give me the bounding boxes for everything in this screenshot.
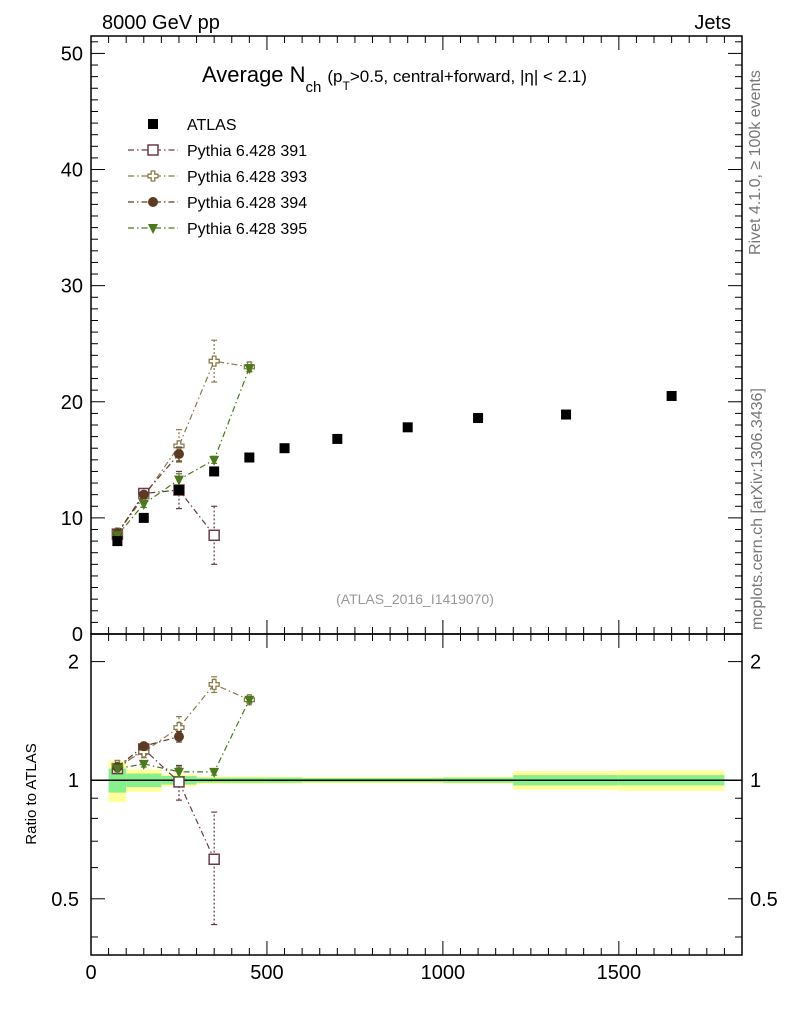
main-panel: 0 10 20 30 40 50 <box>61 35 743 646</box>
main-point-atlas <box>279 443 290 454</box>
ratio-line-pythia-6-428-394 <box>117 736 180 768</box>
ratio-point-pythia-6-428-393 <box>208 678 220 691</box>
y-tick-label: 50 <box>61 43 83 65</box>
legend-marker-pythia-6-428-393 <box>147 170 159 182</box>
main-point-pythia-6-428-395 <box>138 499 149 510</box>
title-pt-sub: T <box>343 79 351 93</box>
header-right-label: Jets <box>694 12 731 34</box>
mcplots-label: mcplots.cern.ch [arXiv:1306.3436] <box>749 388 766 630</box>
main-title: Average Nch (pT>0.5, central+forward, |η|… <box>202 62 587 96</box>
ratio-point-pythia-6-428-391 <box>208 853 220 865</box>
main-point-atlas <box>666 390 677 401</box>
rivet-label: Rivet 4.1.0, ≥ 100k events <box>747 70 764 255</box>
ratio-point-pythia-6-428-394 <box>173 731 184 742</box>
main-point-atlas <box>244 452 255 463</box>
main-line-pythia-6-428-391 <box>116 489 215 536</box>
x-tick-label: 500 <box>250 962 283 984</box>
legend: ATLAS Pythia 6.428 391 Pythia 6.428 393 Pyt… <box>128 117 307 238</box>
y-tick-label: 40 <box>61 160 83 182</box>
y-tick-label: 20 <box>61 392 83 414</box>
main-point-atlas <box>112 536 123 547</box>
main-point-pythia-6-428-395 <box>244 364 255 375</box>
x-tick-label: 1500 <box>597 962 642 984</box>
legend-label-pythia-6-428-395: Pythia 6.428 395 <box>187 221 307 238</box>
main-point-atlas <box>402 422 413 433</box>
ratio-point-pythia-6-428-395 <box>173 767 184 778</box>
ratio-line-pythia-6-428-393 <box>117 683 250 766</box>
legend-label-pythia-6-428-393: Pythia 6.428 393 <box>187 169 307 186</box>
main-point-pythia-6-428-395 <box>209 455 220 466</box>
main-point-atlas <box>473 413 484 424</box>
main-line-pythia-6-428-394 <box>116 453 180 534</box>
ratio-y-tick-label-right: 1 <box>750 770 761 792</box>
legend-marker-pythia-6-428-391 <box>147 144 159 156</box>
title-rest: >0.5, central+forward, |η| < 2.1) <box>350 67 587 86</box>
legend-marker-atlas <box>148 119 158 129</box>
ratio-point-pythia-6-428-395 <box>138 759 149 770</box>
legend-marker-pythia-6-428-394 <box>148 197 158 207</box>
ratio-ylabel: Ratio to ATLAS <box>23 743 40 844</box>
ratio-panel: 0 500 1000 1500 0.5 0.5 1 1 2 2 <box>51 633 778 984</box>
analysis-watermark: (ATLAS_2016_I1419070) <box>336 591 494 607</box>
main-point-atlas <box>332 433 343 444</box>
title-main-sub: ch <box>306 79 322 96</box>
legend-marker-pythia-6-428-395 <box>148 224 158 234</box>
ratio-point-pythia-6-428-391 <box>173 776 185 788</box>
legend-label-pythia-6-428-394: Pythia 6.428 394 <box>187 195 307 212</box>
ratio-point-pythia-6-428-394 <box>138 741 149 752</box>
main-point-atlas <box>209 466 220 477</box>
ratio-y-tick-label-right: 0.5 <box>750 889 778 911</box>
ratio-y-tick-label: 2 <box>68 652 79 674</box>
main-point-atlas <box>173 485 184 496</box>
y-tick-label: 30 <box>61 276 83 298</box>
header-left-label: 8000 GeV pp <box>102 12 220 34</box>
ratio-y-tick-label: 0.5 <box>51 889 79 911</box>
main-point-pythia-6-428-391 <box>208 529 220 542</box>
x-tick-label: 0 <box>85 962 96 984</box>
ratio-frame <box>90 633 743 956</box>
main-line-pythia-6-428-393 <box>116 360 250 534</box>
main-point-pythia-6-428-394 <box>138 489 149 500</box>
ratio-line-pythia-6-428-395 <box>117 699 250 773</box>
main-point-pythia-6-428-393 <box>208 355 220 367</box>
y-tick-label: 0 <box>72 624 83 646</box>
ratio-y-tick-label: 1 <box>68 770 79 792</box>
main-point-pythia-6-428-394 <box>173 449 184 460</box>
y-tick-label: 10 <box>61 508 83 530</box>
main-point-atlas <box>138 512 149 523</box>
main-point-pythia-6-428-395 <box>173 475 184 486</box>
title-main: Average N <box>202 62 306 87</box>
ratio-point-pythia-6-428-395 <box>112 764 123 775</box>
ratio-y-tick-label-right: 2 <box>750 652 761 674</box>
ratio-point-pythia-6-428-395 <box>244 695 255 706</box>
title-open: (p <box>327 67 342 86</box>
x-tick-label: 1000 <box>421 962 466 984</box>
ratio-point-pythia-6-428-395 <box>209 767 220 778</box>
legend-label-atlas: ATLAS <box>187 117 237 134</box>
legend-label-pythia-6-428-391: Pythia 6.428 391 <box>187 143 307 160</box>
main-point-atlas <box>561 409 572 420</box>
